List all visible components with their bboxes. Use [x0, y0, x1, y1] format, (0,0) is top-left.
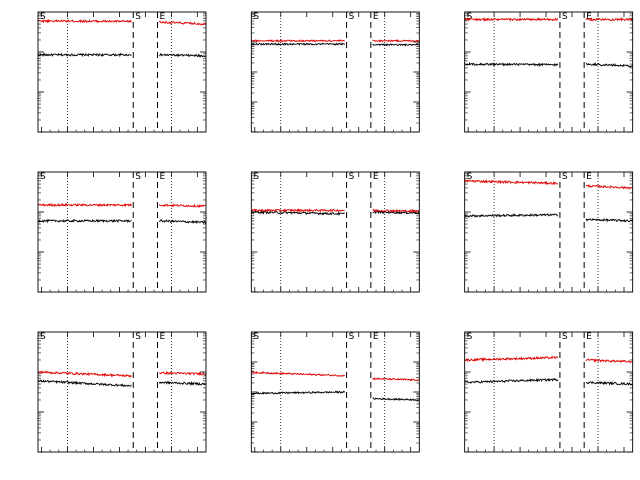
lld-series-line [372, 377, 420, 382]
events-series-line [37, 52, 132, 58]
events-series-line [159, 53, 206, 58]
events-series-line [585, 62, 633, 68]
lld-series-line [464, 17, 559, 22]
events-series-line [372, 397, 420, 401]
lld-series-line [37, 370, 132, 378]
plot-frame [37, 171, 207, 293]
events-series-line [464, 61, 559, 67]
plot-frame [250, 11, 420, 133]
lld-series-line [251, 207, 345, 213]
start-marker-label: S [253, 12, 259, 22]
subplot-3: SS E [464, 11, 634, 133]
start-marker-label: S [253, 332, 259, 342]
end-marker-label: E [160, 12, 166, 22]
subplot-9: SS E [464, 331, 634, 453]
subplot-1: SS E [37, 11, 207, 133]
start-marker-label: S [135, 332, 141, 342]
events-series-line [372, 209, 420, 215]
start-marker-label: S [562, 172, 568, 182]
events-series-line [585, 380, 633, 386]
end-marker-label: E [160, 172, 166, 182]
subplot-5: SS E [250, 171, 420, 293]
plot-frame [250, 331, 420, 453]
start-marker-label: S [467, 12, 473, 22]
plot-frame [464, 171, 634, 293]
plot-frame [37, 331, 207, 453]
end-marker-label: E [373, 12, 379, 22]
subplot-8: SS E [250, 331, 420, 453]
start-marker-label: S [467, 172, 473, 182]
start-marker-label: S [562, 12, 568, 22]
lld-series-line [158, 20, 207, 26]
end-marker-label: E [160, 332, 166, 342]
start-marker-label: S [135, 12, 141, 22]
end-marker-label: E [586, 332, 592, 342]
end-marker-label: E [586, 12, 592, 22]
lld-series-line [251, 371, 346, 377]
start-marker-label: S [467, 332, 473, 342]
end-marker-label: E [373, 332, 379, 342]
subplot-6: SS E [464, 171, 634, 293]
start-marker-label: S [253, 172, 259, 182]
plot-frame [250, 171, 420, 293]
end-marker-label: E [586, 172, 592, 182]
lld-series-line [372, 208, 420, 214]
lld-series-line [158, 202, 207, 208]
plot-frame [464, 11, 634, 133]
subplot-4: SS E [37, 171, 207, 293]
plot-frame [37, 11, 207, 133]
start-marker-label: S [562, 332, 568, 342]
start-marker-label: S [349, 172, 355, 182]
lld-series-line [372, 38, 420, 43]
plot-frame [464, 331, 634, 453]
subplot-2: SS E [250, 11, 420, 133]
events-series-line [372, 42, 420, 47]
events-series-line [250, 210, 345, 216]
lld-series-line [585, 17, 633, 22]
lld-series-line [464, 355, 559, 363]
events-series-line [251, 390, 346, 395]
lld-series-line [158, 370, 207, 376]
lld-series-line [464, 179, 559, 186]
lld-series-line [585, 358, 633, 364]
start-marker-label: S [135, 172, 141, 182]
subplot-7: SS E [37, 331, 207, 453]
events-series-line [37, 218, 132, 224]
lld-series-line [37, 202, 132, 208]
events-series-line [158, 219, 207, 225]
events-series-line [250, 42, 346, 46]
start-marker-label: S [40, 172, 46, 182]
events-series-line [158, 380, 207, 386]
lld-series-line [251, 38, 345, 43]
events-series-line [464, 213, 559, 218]
events-series-line [37, 379, 132, 387]
events-series-line [585, 217, 633, 223]
start-marker-label: S [40, 332, 46, 342]
events-series-line [464, 377, 559, 384]
start-marker-label: S [40, 12, 46, 22]
lld-series-line [585, 184, 633, 190]
end-marker-label: E [373, 172, 379, 182]
lld-series-line [37, 18, 132, 24]
start-marker-label: S [349, 12, 355, 22]
start-marker-label: S [349, 332, 355, 342]
